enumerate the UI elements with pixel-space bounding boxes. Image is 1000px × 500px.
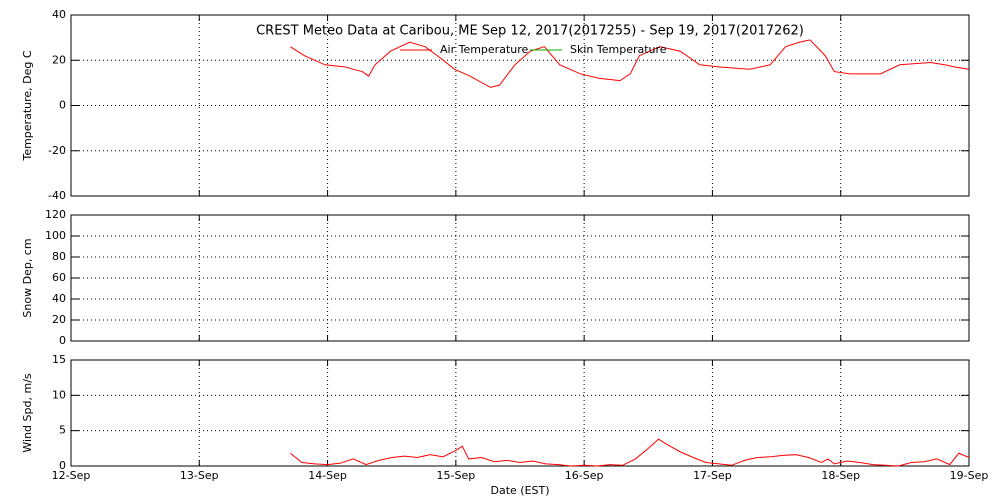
y-tick-label: 100 <box>45 229 66 242</box>
y-tick-label: 60 <box>52 271 66 284</box>
plot-frame <box>70 359 970 467</box>
y-tick-label: -20 <box>48 144 66 157</box>
chart-title: CREST Meteo Data at Caribou, ME Sep 12, … <box>256 24 804 39</box>
x-tick-label: 14-Sep <box>308 469 347 482</box>
y-tick-label: 20 <box>52 313 66 326</box>
y-tick-label: 40 <box>52 8 66 21</box>
y-tick-label: 40 <box>52 292 66 305</box>
y-axis-label: Temperature, Deg C <box>21 50 34 161</box>
data-line <box>290 438 970 467</box>
x-tick-label: 12-Sep <box>52 469 91 482</box>
y-tick-label: 120 <box>45 208 66 221</box>
data-line <box>290 39 970 88</box>
y-tick-label: -40 <box>48 189 66 202</box>
x-tick-label: 16-Sep <box>565 469 604 482</box>
y-tick-label: 5 <box>59 424 66 437</box>
y-tick-label: 15 <box>52 353 66 366</box>
legend-label: Skin Temperature <box>570 43 667 56</box>
y-tick-label: 20 <box>52 53 66 66</box>
x-axis-label: Date (EST) <box>490 484 549 497</box>
y-tick-label: 0 <box>59 334 66 347</box>
y-axis-label: Wind Spd, m/s <box>21 373 34 453</box>
y-tick-label: 0 <box>59 459 66 472</box>
y-tick-label: 10 <box>52 388 66 401</box>
plot-frame <box>70 14 970 197</box>
x-tick-label: 19-Sep <box>950 469 989 482</box>
y-axis-label: Snow Dep, cm <box>21 238 34 317</box>
x-tick-label: 17-Sep <box>693 469 732 482</box>
x-tick-label: 13-Sep <box>180 469 219 482</box>
legend-label: Air Temperature <box>440 43 529 56</box>
y-tick-label: 0 <box>59 99 66 112</box>
y-tick-label: 80 <box>52 250 66 263</box>
x-tick-label: 15-Sep <box>437 469 476 482</box>
x-tick-label: 18-Sep <box>821 469 860 482</box>
plot-frame <box>70 214 970 342</box>
